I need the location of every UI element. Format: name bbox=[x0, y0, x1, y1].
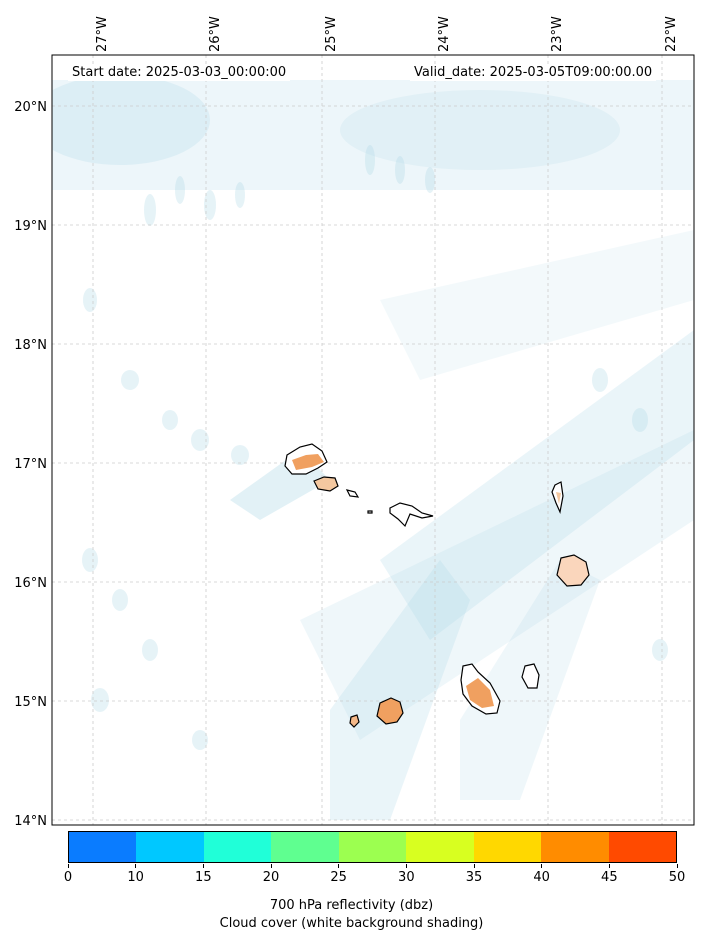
colorbar-tick-label: 50 bbox=[668, 870, 686, 885]
colorbar-tick-label: 0 bbox=[63, 870, 73, 885]
longitude-labels: 27°W 26°W 25°W 24°W 23°W 22°W bbox=[95, 16, 679, 52]
colorbar-label: 700 hPa reflectivity (dbz) bbox=[269, 898, 434, 913]
colorbar-segment bbox=[338, 832, 407, 862]
colorbar-sublabel: Cloud cover (white background shading) bbox=[219, 916, 484, 931]
colorbar-tick-label: 25 bbox=[330, 870, 347, 885]
island-santa-luzia bbox=[345, 489, 360, 498]
start-date-label: Start date: 2025-03-03_00:00:00 bbox=[68, 64, 291, 81]
colorbar-segment bbox=[271, 832, 339, 862]
colorbar-tick-label: 30 bbox=[398, 870, 415, 885]
colorbar-tick-mark bbox=[405, 864, 407, 868]
colorbar-segment bbox=[406, 832, 474, 862]
lat-label: 19°N bbox=[14, 219, 47, 234]
map-frame-background bbox=[52, 55, 694, 825]
graticule bbox=[52, 55, 694, 825]
colorbar-tick-label: 10 bbox=[127, 870, 144, 885]
colorbar-tick-label: 35 bbox=[465, 870, 483, 885]
colorbar-segment bbox=[69, 832, 137, 862]
colorbar-segment bbox=[203, 832, 272, 862]
colorbar-segment bbox=[136, 832, 204, 862]
colorbar-segment bbox=[473, 832, 542, 862]
colorbar-segment bbox=[541, 832, 609, 862]
colorbar-tick-label: 15 bbox=[195, 870, 212, 885]
colorbar-tick-mark bbox=[473, 864, 475, 868]
map-canvas: 27°W 26°W 25°W 24°W 23°W 22°W 20°N 19°N … bbox=[14, 16, 695, 829]
colorbar-tick-mark bbox=[270, 864, 272, 868]
colorbar-tick-mark bbox=[676, 864, 678, 868]
latitude-labels: 20°N 19°N 18°N 17°N 16°N 15°N 14°N bbox=[14, 100, 47, 829]
lon-label: 24°W bbox=[437, 16, 452, 52]
lon-label: 26°W bbox=[208, 16, 223, 52]
lat-label: 18°N bbox=[14, 338, 47, 353]
island-fogo bbox=[376, 697, 404, 725]
colorbar-ticks: 0 10 15 20 25 30 35 40 45 50 bbox=[0, 864, 703, 885]
colorbar-tick-mark bbox=[202, 864, 204, 868]
map-frame-border bbox=[51, 54, 695, 826]
colorbar-segment bbox=[608, 832, 676, 862]
colorbar-tick-label: 40 bbox=[533, 870, 550, 885]
lat-label: 14°N bbox=[14, 814, 47, 829]
lat-label: 17°N bbox=[14, 457, 47, 472]
colorbar-tick-mark bbox=[608, 864, 610, 868]
island-boa-vista bbox=[556, 554, 590, 587]
lon-label: 25°W bbox=[324, 16, 339, 52]
colorbar-tick-mark bbox=[67, 864, 69, 868]
colorbar-tick-label: 45 bbox=[601, 870, 618, 885]
lat-label: 15°N bbox=[14, 695, 47, 710]
island-raso bbox=[367, 510, 373, 514]
island-sao-nicolau bbox=[389, 502, 434, 528]
lat-label: 16°N bbox=[14, 576, 47, 591]
lon-label: 27°W bbox=[95, 16, 110, 52]
colorbar bbox=[68, 831, 677, 863]
island-maio bbox=[521, 663, 540, 689]
lon-label: 22°W bbox=[664, 16, 679, 52]
colorbar-tick-mark bbox=[135, 864, 137, 868]
valid-date-label: Valid_date: 2025-03-05T09:00:00.00 bbox=[410, 64, 657, 81]
islands bbox=[284, 443, 590, 728]
lon-label: 23°W bbox=[550, 16, 565, 52]
colorbar-tick-mark bbox=[541, 864, 543, 868]
island-sao-vicente bbox=[313, 476, 339, 492]
lat-label: 20°N bbox=[14, 100, 47, 115]
colorbar-tick-mark bbox=[338, 864, 340, 868]
island-brava bbox=[349, 714, 360, 728]
colorbar-tick-label: 20 bbox=[262, 870, 280, 885]
